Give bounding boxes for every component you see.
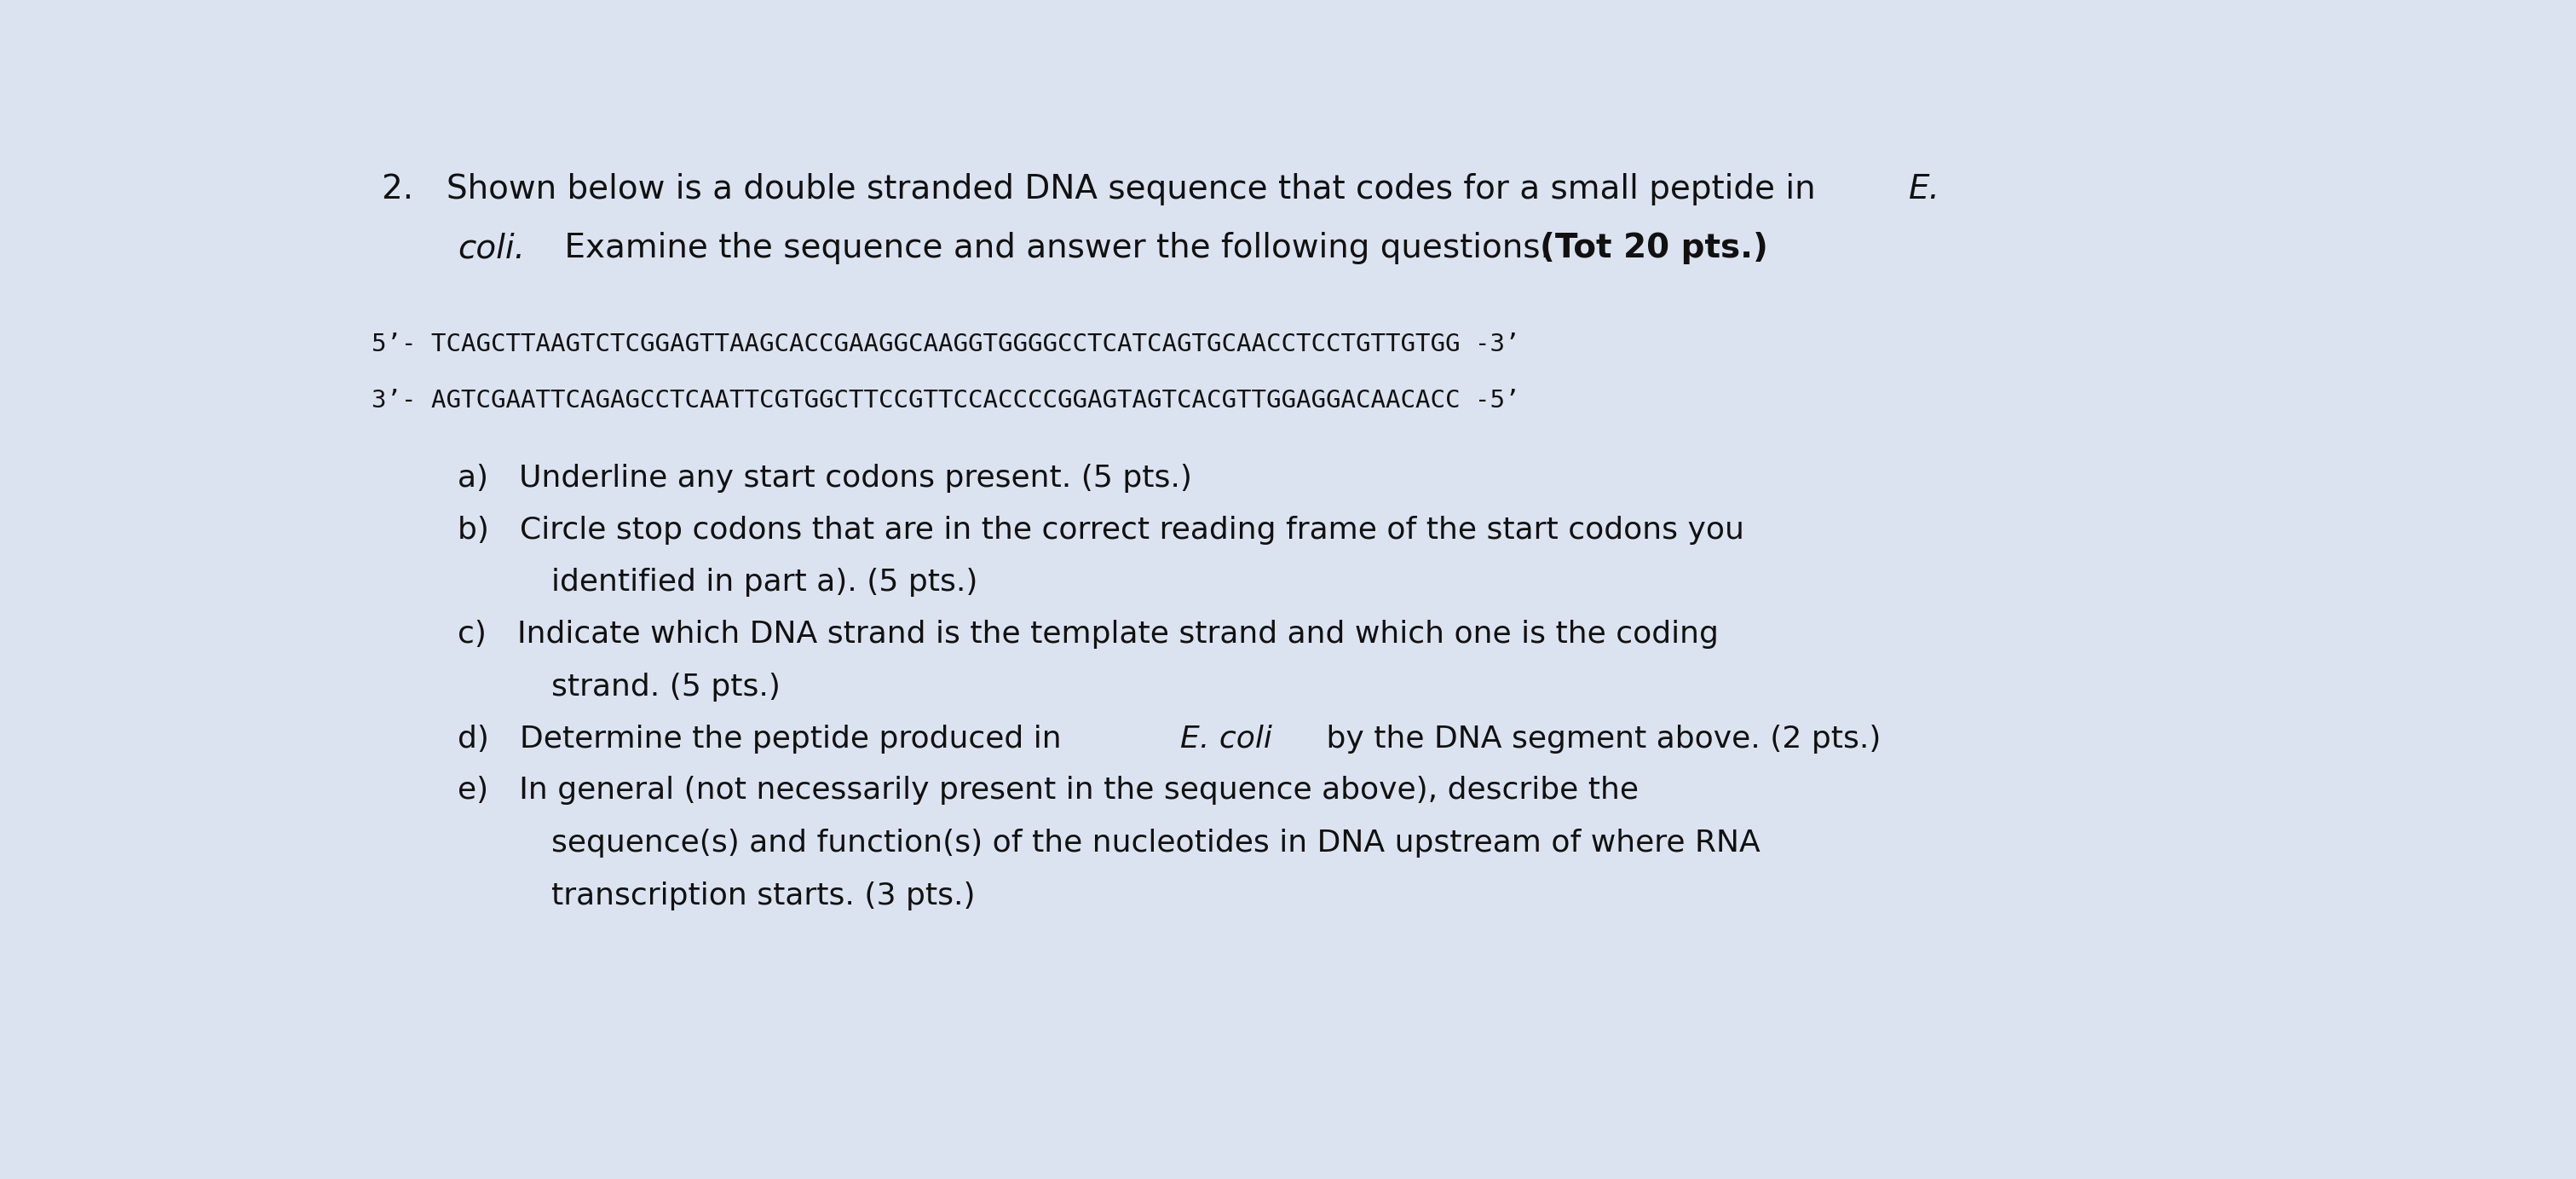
Text: coli.: coli. bbox=[459, 232, 526, 264]
Text: identified in part a). (5 pts.): identified in part a). (5 pts.) bbox=[551, 568, 979, 597]
Text: strand. (5 pts.): strand. (5 pts.) bbox=[551, 672, 781, 702]
Text: 5’- TCAGCTTAAGTCTCGGAGTTAAGCACCGAAGGCAAGGTGGGGCCTCATCAGTGCAACCTCCTGTTGTGG -3’: 5’- TCAGCTTAAGTCTCGGAGTTAAGCACCGAAGGCAAG… bbox=[371, 332, 1520, 356]
Text: sequence(s) and function(s) of the nucleotides in DNA upstream of where RNA: sequence(s) and function(s) of the nucle… bbox=[551, 829, 1759, 857]
Text: a) Underline any start codons present. (5 pts.): a) Underline any start codons present. (… bbox=[459, 463, 1193, 493]
Text: d) Determine the peptide produced in: d) Determine the peptide produced in bbox=[459, 724, 1072, 753]
Text: 3’- AGTCGAATTCAGAGCCTCAATTCGTGGCTTCCGTTCCACCCCGGAGTAGTCACGTTGGAGGACAACACC -5’: 3’- AGTCGAATTCAGAGCCTCAATTCGTGGCTTCCGTTC… bbox=[371, 388, 1520, 413]
Text: Examine the sequence and answer the following questions.: Examine the sequence and answer the foll… bbox=[554, 232, 1561, 264]
Text: E. coli: E. coli bbox=[1180, 724, 1273, 753]
Text: by the DNA segment above. (2 pts.): by the DNA segment above. (2 pts.) bbox=[1316, 724, 1880, 753]
Text: e) In general (not necessarily present in the sequence above), describe the: e) In general (not necessarily present i… bbox=[459, 776, 1638, 805]
Text: transcription starts. (3 pts.): transcription starts. (3 pts.) bbox=[551, 882, 976, 910]
Text: (Tot 20 pts.): (Tot 20 pts.) bbox=[1540, 232, 1767, 264]
Text: c) Indicate which DNA strand is the template strand and which one is the coding: c) Indicate which DNA strand is the temp… bbox=[459, 620, 1718, 648]
Text: 2. Shown below is a double stranded DNA sequence that codes for a small peptide : 2. Shown below is a double stranded DNA … bbox=[381, 173, 1826, 205]
Text: b) Circle stop codons that are in the correct reading frame of the start codons : b) Circle stop codons that are in the co… bbox=[459, 515, 1744, 545]
Text: E.: E. bbox=[1909, 173, 1940, 205]
